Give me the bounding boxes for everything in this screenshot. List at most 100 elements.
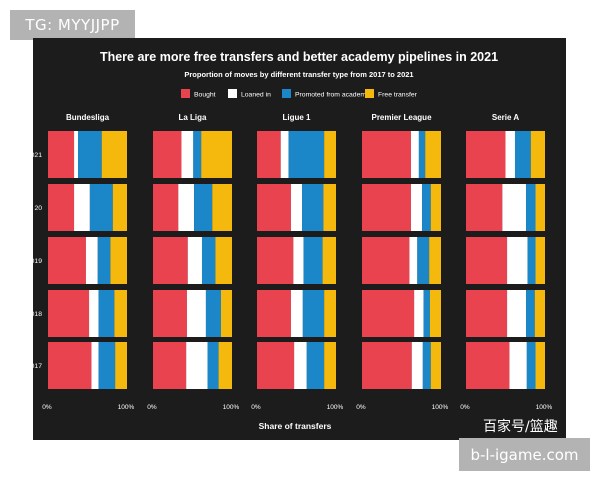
year-label-2017: 017 xyxy=(33,363,42,370)
legend-swatch-bought xyxy=(181,89,190,98)
bar-ligue-1-2017-bought xyxy=(257,342,295,389)
bar-la-liga-2017-bought xyxy=(153,342,187,389)
bar-bundesliga-2020-bought xyxy=(48,184,75,231)
bar-ligue-1-2019-promoted-from-academy xyxy=(303,237,323,284)
bar-serie-a-2020-promoted-from-academy xyxy=(526,184,536,231)
bar-premier-league-2017-bought xyxy=(362,342,412,389)
bar-bundesliga-2017-bought xyxy=(48,342,92,389)
year-label-2021: 021 xyxy=(33,152,42,159)
legend-swatch-loaned-in xyxy=(228,89,237,98)
x-tick-bundesliga-100: 100% xyxy=(118,404,135,411)
bar-ligue-1-2020-bought xyxy=(257,184,291,231)
bar-la-liga-2021-free-transfer xyxy=(201,131,232,178)
x-tick-la-liga-100: 100% xyxy=(223,404,240,411)
bar-la-liga-2020-bought xyxy=(153,184,179,231)
bar-ligue-1-2021-promoted-from-academy xyxy=(288,131,325,178)
bar-ligue-1-2018-bought xyxy=(257,290,291,337)
bar-serie-a-2020-free-transfer xyxy=(535,184,545,231)
bar-la-liga-2019-bought xyxy=(153,237,188,284)
bar-bundesliga-2018-free-transfer xyxy=(114,290,127,337)
bar-la-liga-2020-promoted-from-academy xyxy=(194,184,213,231)
x-tick-la-liga-0: 0% xyxy=(147,404,157,411)
bar-serie-a-2020-loaned-in xyxy=(502,184,527,231)
bar-bundesliga-2018-promoted-from-academy xyxy=(98,290,115,337)
bar-la-liga-2018-loaned-in xyxy=(186,290,206,337)
x-tick-premier-league-100: 100% xyxy=(432,404,449,411)
legend-label-free-transfer: Free transfer xyxy=(378,92,418,99)
bar-serie-a-2018-free-transfer xyxy=(534,290,545,337)
bar-bundesliga-2020-promoted-from-academy xyxy=(89,184,113,231)
bar-la-liga-2019-loaned-in xyxy=(187,237,202,284)
bar-ligue-1-2020-free-transfer xyxy=(323,184,336,231)
panel-serie-a: Serie A 0% 100% xyxy=(460,113,552,411)
chart-canvas: There are more free transfers and better… xyxy=(33,50,553,431)
bar-ligue-1-2017-free-transfer xyxy=(324,342,336,389)
bar-premier-league-2017-free-transfer xyxy=(430,342,441,389)
bar-la-liga-2018-promoted-from-academy xyxy=(205,290,221,337)
panel-title-premier-league: Premier League xyxy=(371,113,432,122)
bar-la-liga-2018-bought xyxy=(153,290,187,337)
bar-ligue-1-2019-loaned-in xyxy=(293,237,304,284)
bar-ligue-1-2017-promoted-from-academy xyxy=(306,342,325,389)
bar-serie-a-2018-loaned-in xyxy=(507,290,527,337)
bar-premier-league-2018-bought xyxy=(362,290,415,337)
bar-serie-a-2021-loaned-in xyxy=(505,131,515,178)
bar-la-liga-2017-free-transfer xyxy=(218,342,232,389)
bar-ligue-1-2021-bought xyxy=(257,131,281,178)
bar-ligue-1-2018-promoted-from-academy xyxy=(302,290,325,337)
legend: Bought Loaned in Promoted from academy Free… xyxy=(181,89,418,99)
bar-serie-a-2017-bought xyxy=(466,342,510,389)
bar-premier-league-2017-loaned-in xyxy=(411,342,423,389)
bar-bundesliga-2021-bought xyxy=(48,131,75,178)
x-tick-ligue-1-0: 0% xyxy=(251,404,261,411)
bar-serie-a-2021-bought xyxy=(466,131,506,178)
panel-title-ligue-1: Ligue 1 xyxy=(282,113,311,122)
bar-la-liga-2020-free-transfer xyxy=(212,184,232,231)
bar-bundesliga-2021-loaned-in xyxy=(74,131,79,178)
bar-la-liga-2017-promoted-from-academy xyxy=(207,342,219,389)
legend-swatch-free-transfer xyxy=(365,89,374,98)
bar-serie-a-2021-free-transfer xyxy=(530,131,545,178)
bar-bundesliga-2021-free-transfer xyxy=(101,131,127,178)
bar-ligue-1-2020-promoted-from-academy xyxy=(302,184,324,231)
chart-subtitle: Proportion of moves by different transfe… xyxy=(184,70,413,79)
bar-bundesliga-2021-promoted-from-academy xyxy=(78,131,102,178)
bar-serie-a-2017-free-transfer xyxy=(535,342,545,389)
year-label-2019: 019 xyxy=(33,258,42,265)
x-tick-premier-league-0: 0% xyxy=(356,404,366,411)
bar-la-liga-2021-bought xyxy=(153,131,182,178)
bar-bundesliga-2020-free-transfer xyxy=(112,184,127,231)
bar-ligue-1-2021-loaned-in xyxy=(280,131,289,178)
bar-premier-league-2021-loaned-in xyxy=(410,131,419,178)
bar-serie-a-2021-promoted-from-academy xyxy=(514,131,531,178)
bar-bundesliga-2017-free-transfer xyxy=(115,342,127,389)
bar-serie-a-2018-promoted-from-academy xyxy=(526,290,535,337)
bar-serie-a-2018-bought xyxy=(466,290,508,337)
x-tick-ligue-1-100: 100% xyxy=(327,404,344,411)
bar-premier-league-2019-free-transfer xyxy=(429,237,441,284)
bar-premier-league-2021-promoted-from-academy xyxy=(418,131,426,178)
panel-premier-league: Premier League 0% 100% xyxy=(356,113,448,411)
panel-la-liga: La Liga 0% 100% xyxy=(147,113,239,411)
bar-premier-league-2019-promoted-from-academy xyxy=(417,237,430,284)
bar-premier-league-2021-bought xyxy=(362,131,411,178)
bar-ligue-1-2018-free-transfer xyxy=(324,290,336,337)
bar-ligue-1-2019-free-transfer xyxy=(322,237,336,284)
bar-premier-league-2021-free-transfer xyxy=(425,131,441,178)
bar-serie-a-2019-promoted-from-academy xyxy=(527,237,536,284)
panel-title-serie-a: Serie A xyxy=(492,113,519,122)
bar-premier-league-2020-promoted-from-academy xyxy=(422,184,431,231)
panels: Bundesliga 0% 100% La Liga 0% 100% Ligue 1 0% 10… xyxy=(42,113,552,411)
year-labels: 021 20 019 018 017 xyxy=(33,152,42,370)
bar-serie-a-2019-loaned-in xyxy=(507,237,528,284)
bar-premier-league-2020-free-transfer xyxy=(430,184,441,231)
bar-premier-league-2018-promoted-from-academy xyxy=(423,290,430,337)
legend-label-promoted-from-academy: Promoted from academy xyxy=(295,92,370,99)
bar-bundesliga-2018-bought xyxy=(48,290,90,337)
bar-la-liga-2020-loaned-in xyxy=(178,184,195,231)
x-tick-serie-a-0: 0% xyxy=(460,404,470,411)
bar-ligue-1-2020-loaned-in xyxy=(290,184,303,231)
bar-bundesliga-2019-loaned-in xyxy=(85,237,98,284)
bar-ligue-1-2021-free-transfer xyxy=(324,131,336,178)
bar-premier-league-2017-promoted-from-academy xyxy=(422,342,431,389)
